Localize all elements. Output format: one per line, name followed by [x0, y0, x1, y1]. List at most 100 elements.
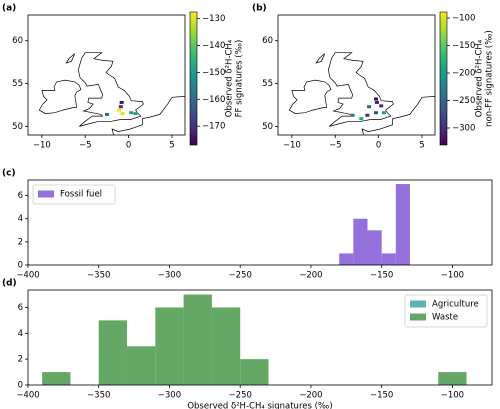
bar	[211, 307, 241, 385]
point	[129, 111, 134, 115]
legend-box	[32, 184, 116, 205]
colorbar-label: Observed δ²H-CH₄	[225, 39, 235, 117]
axes-frame	[277, 14, 436, 136]
y-tick-label: 55	[262, 79, 273, 89]
colorbar-tick-label: −160	[202, 95, 225, 105]
x-tick-label: −400	[16, 391, 39, 401]
colorbar-tick-label: −300	[452, 123, 475, 133]
x-axis-label: Observed δ²H-CH₄ signatures (‰)	[187, 402, 332, 409]
colorbar-label: non-FF signatures (‰)	[485, 30, 495, 127]
colorbar-tick-label: −100	[452, 14, 475, 24]
legend-label: Waste	[432, 313, 458, 323]
y-tick-label: 2	[18, 355, 23, 365]
coastline	[65, 53, 76, 64]
legend-swatch	[38, 190, 54, 198]
coastline	[77, 52, 144, 127]
x-tick-label: −200	[299, 271, 322, 281]
y-tick-label: 60	[262, 36, 273, 46]
x-tick-label: −100	[441, 391, 464, 401]
point	[104, 112, 109, 116]
coastline	[361, 96, 435, 135]
y-tick-label: 50	[262, 122, 273, 132]
panel-label: (d)	[2, 279, 17, 289]
colorbar-tick-label: −140	[202, 41, 225, 51]
colorbar-label: Observed δ²H-CH₄	[475, 39, 485, 117]
y-tick-label: 6	[18, 191, 23, 201]
y-tick-label: 0	[18, 261, 23, 271]
panel-label: (c)	[2, 169, 16, 179]
x-tick-label: 0	[126, 141, 131, 151]
y-tick-label: 50	[12, 122, 23, 132]
point	[365, 113, 370, 117]
point	[133, 112, 138, 116]
bar	[155, 307, 184, 385]
map-layer	[288, 52, 435, 135]
bar	[183, 294, 212, 385]
bar	[98, 320, 128, 385]
panel-label: (a)	[2, 4, 16, 14]
x-tick-label: −5	[329, 141, 342, 151]
point	[120, 112, 125, 116]
x-tick-label: 5	[169, 141, 174, 151]
bar	[127, 346, 156, 385]
x-tick-label: −300	[158, 391, 181, 401]
point	[381, 111, 386, 115]
bars	[42, 294, 467, 385]
colorbar	[439, 11, 448, 146]
colorbar-tick-label: −250	[452, 96, 475, 106]
x-tick-label: −150	[370, 391, 393, 401]
bar	[395, 184, 410, 265]
coastline	[111, 96, 185, 135]
point	[374, 97, 379, 101]
y-tick-label: 60	[12, 36, 23, 46]
coastline	[288, 79, 332, 114]
x-tick-label: −350	[87, 271, 110, 281]
y-tick-label: 4	[18, 214, 23, 224]
point	[350, 113, 355, 117]
point	[117, 108, 122, 112]
bar	[353, 218, 368, 265]
legend-swatch	[410, 300, 426, 308]
bar	[339, 253, 354, 265]
map-layer	[38, 52, 185, 135]
y-tick-label: 4	[18, 329, 23, 339]
colorbar	[189, 11, 198, 146]
x-tick-label: −250	[229, 391, 252, 401]
x-tick-label: −200	[299, 391, 322, 401]
x-tick-label: −150	[370, 271, 393, 281]
point	[374, 111, 379, 115]
x-tick-label: −10	[283, 141, 301, 151]
coastline	[327, 52, 394, 127]
bar	[438, 372, 467, 385]
x-tick-label: 0	[376, 141, 381, 151]
legend-label: Agriculture	[432, 300, 479, 310]
colorbar-tick-label: −150	[202, 68, 225, 78]
axes-frame	[27, 289, 493, 386]
x-tick-label: −100	[441, 271, 464, 281]
colorbar-tick-label: −150	[452, 41, 475, 51]
point	[118, 105, 123, 109]
point	[379, 104, 384, 108]
point	[367, 105, 372, 109]
x-tick-label: −250	[229, 271, 252, 281]
point	[119, 100, 124, 104]
bars	[339, 184, 410, 265]
point	[374, 100, 379, 104]
y-tick-label: 2	[18, 237, 23, 247]
colorbar-label: FF signatures (‰)	[235, 40, 245, 118]
colorbar-tick-label: −170	[202, 122, 225, 132]
bar	[367, 230, 382, 265]
colorbar-tick-label: −130	[202, 14, 225, 24]
axes-frame	[27, 14, 186, 136]
legend-label: Fossil fuel	[60, 190, 102, 200]
x-tick-label: −400	[16, 271, 39, 281]
x-tick-label: −350	[87, 391, 110, 401]
point	[359, 117, 364, 121]
colorbar-tick-label: −200	[452, 69, 475, 79]
x-tick-label: −5	[79, 141, 92, 151]
bar	[240, 359, 269, 385]
y-tick-label: 6	[18, 303, 23, 313]
x-tick-label: 5	[419, 141, 424, 151]
bar	[42, 372, 71, 385]
